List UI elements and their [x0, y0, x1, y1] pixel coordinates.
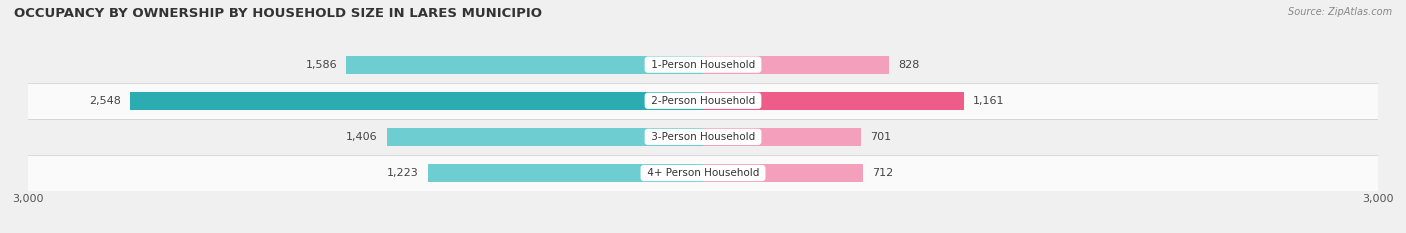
Text: Source: ZipAtlas.com: Source: ZipAtlas.com [1288, 7, 1392, 17]
Bar [28, 47, 1378, 83]
Text: 1,406: 1,406 [346, 132, 378, 142]
Legend: Owner-occupied, Renter-occupied: Owner-occupied, Renter-occupied [583, 232, 823, 233]
Text: 2-Person Household: 2-Person Household [648, 96, 758, 106]
Bar [346, 56, 703, 74]
Text: 701: 701 [870, 132, 891, 142]
Text: 712: 712 [872, 168, 893, 178]
Text: 1,161: 1,161 [973, 96, 1005, 106]
Text: 4+ Person Household: 4+ Person Household [644, 168, 762, 178]
Bar [28, 83, 1378, 119]
Text: OCCUPANCY BY OWNERSHIP BY HOUSEHOLD SIZE IN LARES MUNICIPIO: OCCUPANCY BY OWNERSHIP BY HOUSEHOLD SIZE… [14, 7, 543, 20]
Text: 828: 828 [898, 60, 920, 70]
Bar [28, 119, 1378, 155]
Bar [703, 128, 860, 146]
Bar [427, 164, 703, 182]
Text: 1,223: 1,223 [387, 168, 419, 178]
Bar [28, 155, 1378, 191]
Text: 1-Person Household: 1-Person Household [648, 60, 758, 70]
Text: 3-Person Household: 3-Person Household [648, 132, 758, 142]
Bar [129, 92, 703, 110]
Bar [703, 164, 863, 182]
Text: 2,548: 2,548 [89, 96, 121, 106]
Bar [703, 56, 889, 74]
Bar [703, 92, 965, 110]
Bar [387, 128, 703, 146]
Text: 1,586: 1,586 [305, 60, 337, 70]
